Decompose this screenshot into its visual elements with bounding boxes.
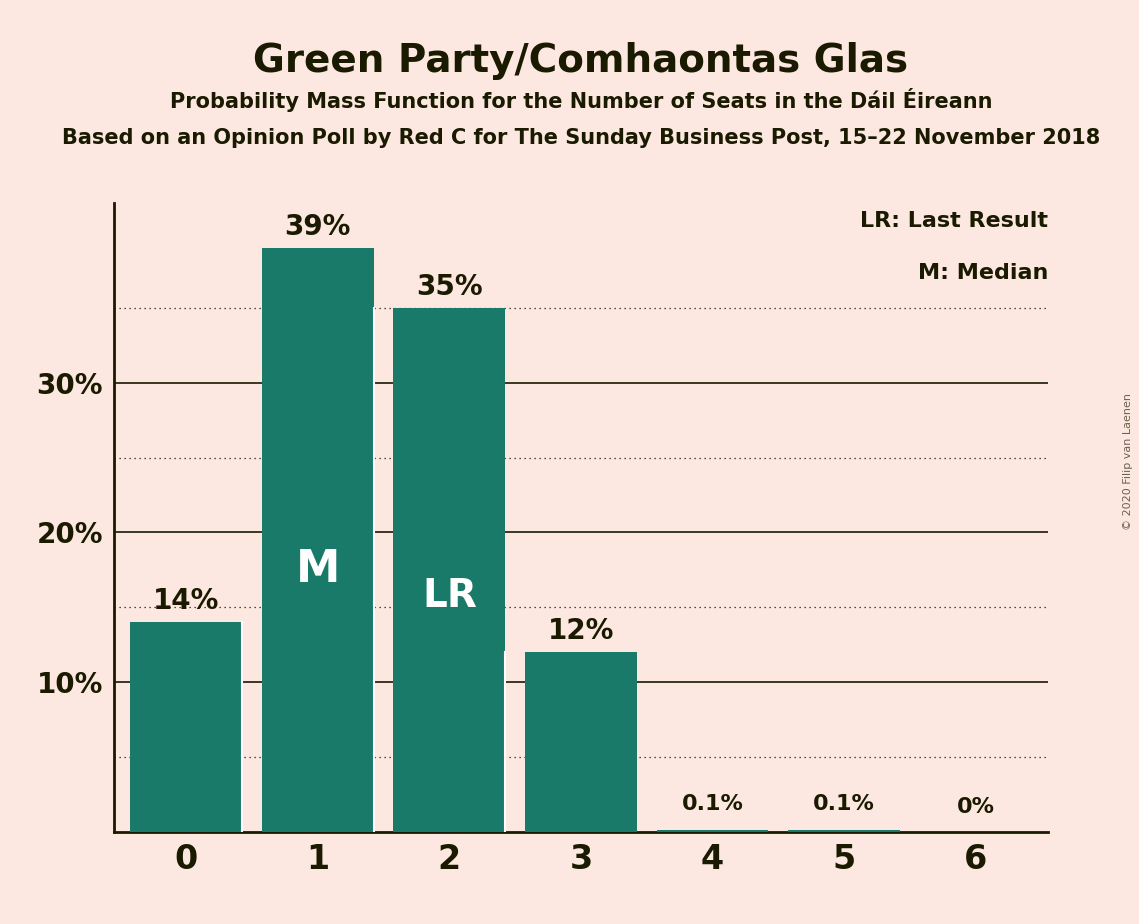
Text: © 2020 Filip van Laenen: © 2020 Filip van Laenen (1123, 394, 1133, 530)
Bar (525, 652, 637, 832)
Text: M: Median: M: Median (918, 263, 1048, 283)
Bar (262, 249, 374, 832)
Text: M: M (296, 548, 339, 590)
Bar (393, 308, 506, 832)
Text: 39%: 39% (285, 213, 351, 240)
Bar (788, 830, 900, 832)
Text: LR: LR (421, 577, 477, 615)
Text: Probability Mass Function for the Number of Seats in the Dáil Éireann: Probability Mass Function for the Number… (170, 88, 992, 112)
Text: 35%: 35% (416, 273, 483, 300)
Text: Based on an Opinion Poll by Red C for The Sunday Business Post, 15–22 November 2: Based on an Opinion Poll by Red C for Th… (62, 128, 1100, 148)
Text: 12%: 12% (548, 616, 614, 645)
Text: 14%: 14% (153, 587, 220, 614)
Text: 0.1%: 0.1% (681, 794, 744, 814)
Text: 0.1%: 0.1% (813, 794, 875, 814)
Bar (656, 830, 769, 832)
Text: LR: Last Result: LR: Last Result (860, 211, 1048, 231)
Text: Green Party/Comhaontas Glas: Green Party/Comhaontas Glas (253, 42, 909, 79)
Bar (130, 622, 243, 832)
Text: 0%: 0% (957, 796, 994, 817)
